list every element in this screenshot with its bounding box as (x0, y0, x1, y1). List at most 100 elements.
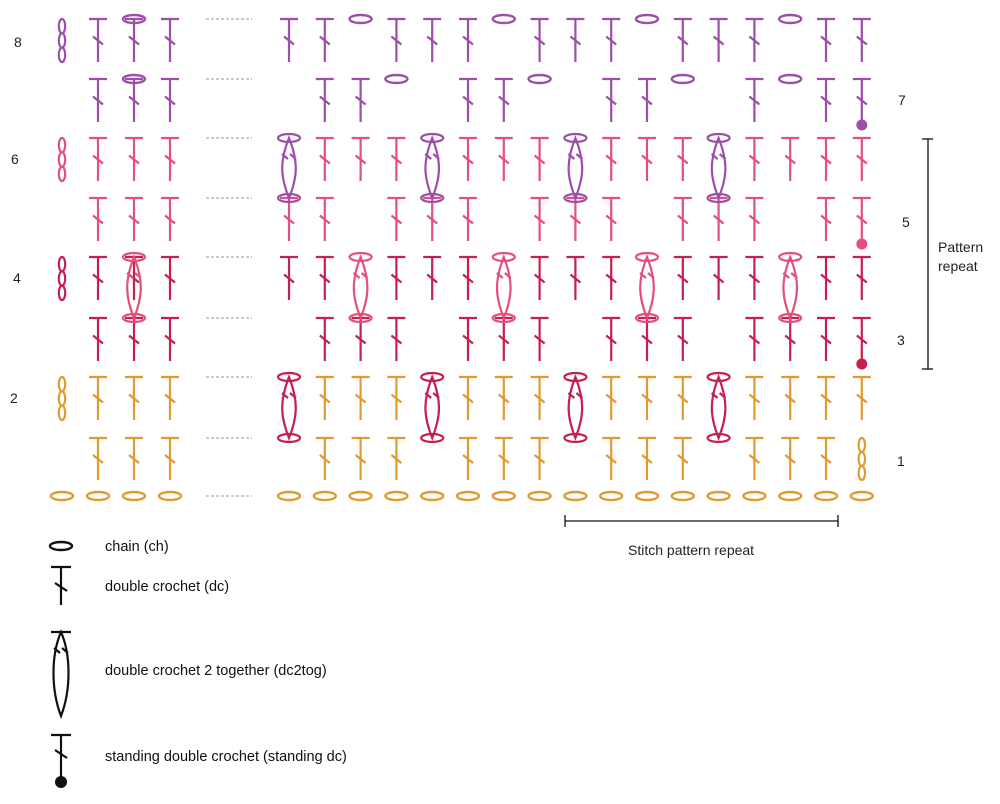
dc-stitch (817, 255, 835, 300)
row-label-7: 7 (898, 92, 906, 108)
dc-stitch (852, 375, 871, 420)
chain-stitch (670, 73, 695, 85)
dc-stitch (459, 255, 477, 300)
dc-stitch (817, 375, 835, 420)
dc-stitch (89, 375, 107, 420)
foundation-chain (85, 490, 111, 502)
foundation-chain (121, 490, 147, 502)
dc-stitch (638, 316, 656, 361)
foundation-chain (491, 490, 516, 502)
dc-stitch (781, 436, 800, 480)
dc-stitch (745, 316, 764, 361)
dc-stitch (602, 77, 621, 122)
dc-stitch (459, 17, 477, 62)
dc-stitch (459, 375, 477, 420)
dc-stitch (673, 17, 692, 62)
dc-stitch (745, 17, 764, 62)
dc2tog-stitch (348, 251, 373, 324)
turning-chain (57, 375, 67, 422)
turning-chain (57, 136, 67, 183)
foundation-chain (384, 490, 409, 502)
dc2tog-stitch (634, 251, 660, 324)
dc-stitch (781, 316, 800, 361)
dc-stitch (125, 77, 143, 122)
dc-stitch (781, 375, 800, 420)
pattern-repeat-label-2: repeat (938, 258, 978, 274)
dc-stitch (709, 255, 728, 300)
dc-stitch (387, 136, 406, 181)
dc-stitch (745, 196, 764, 241)
dc-stitch (494, 77, 513, 122)
dc-stitch (161, 136, 179, 181)
standing-dc (852, 196, 871, 241)
foundation-chain (276, 490, 302, 502)
dc-stitch (530, 316, 549, 361)
dc-stitch (602, 255, 621, 300)
dc2tog-stitch (276, 371, 302, 444)
dc2tog-stitch (276, 132, 302, 204)
chain-icon (48, 540, 74, 552)
dc-stitch (387, 17, 406, 62)
dc-stitch (423, 17, 442, 62)
dc-stitch (161, 196, 179, 241)
dc-stitch (673, 196, 692, 241)
dc-stitch (315, 316, 334, 361)
dc-stitch (125, 136, 143, 181)
dc2tog-stitch (420, 371, 445, 444)
standing-dc-dot (856, 238, 868, 250)
legend-dc-label: double crochet (dc) (105, 579, 229, 595)
dc-stitch (351, 316, 370, 361)
dc-stitch (125, 316, 143, 361)
pattern-repeat-bracket (922, 138, 933, 370)
dc-stitch (459, 436, 477, 480)
chain-stitch (348, 13, 373, 25)
row-label-8: 8 (14, 34, 22, 50)
dc-stitch (709, 17, 728, 62)
dc-stitch (817, 77, 835, 122)
dc-stitch (673, 316, 692, 361)
dc-stitch (459, 136, 477, 181)
chain-stitch (778, 13, 803, 25)
legend-standing-dc-label: standing double crochet (standing dc) (105, 749, 347, 765)
dc-stitch (351, 436, 370, 480)
standing-dc (852, 316, 871, 361)
dc-stitch (602, 136, 621, 181)
dc-stitch (602, 196, 621, 241)
dc-stitch (602, 17, 621, 62)
dc-stitch (745, 255, 764, 300)
dc-stitch (89, 196, 107, 241)
chain-stitch (634, 13, 660, 25)
double-crochet-icon (51, 565, 71, 605)
chain-stitch (121, 73, 147, 85)
dc-stitch (530, 255, 549, 300)
pattern-repeat-label: Pattern (938, 239, 983, 255)
dc2tog-stitch (420, 132, 445, 204)
dc-stitch (161, 316, 179, 361)
dc-stitch (852, 17, 871, 62)
dc-stitch (315, 77, 334, 122)
stitch-repeat-label: Stitch pattern repeat (628, 542, 754, 558)
dc-stitch (280, 255, 298, 300)
chain-stitch (491, 13, 516, 25)
dc-stitch (459, 77, 477, 122)
dc-stitch (494, 375, 513, 420)
dc-stitch (745, 375, 764, 420)
dc-stitch (673, 375, 692, 420)
dc-stitch (817, 436, 835, 480)
dc-stitch (125, 436, 143, 480)
dc-stitch (494, 436, 513, 480)
standing-dc (852, 77, 871, 122)
dc-stitch (351, 136, 370, 181)
turning-chain (57, 255, 67, 302)
dc-stitch (817, 316, 835, 361)
dc-stitch (745, 436, 764, 480)
dc-stitch (280, 17, 298, 62)
dc2tog-stitch (491, 251, 516, 324)
dc-stitch (745, 77, 764, 122)
dc2tog-stitch (121, 251, 147, 324)
dc-stitch (459, 196, 477, 241)
dc-stitch (315, 375, 334, 420)
legend: chain (ch) double crochet (dc) double cr… (48, 539, 347, 788)
dc-stitch (89, 255, 107, 300)
